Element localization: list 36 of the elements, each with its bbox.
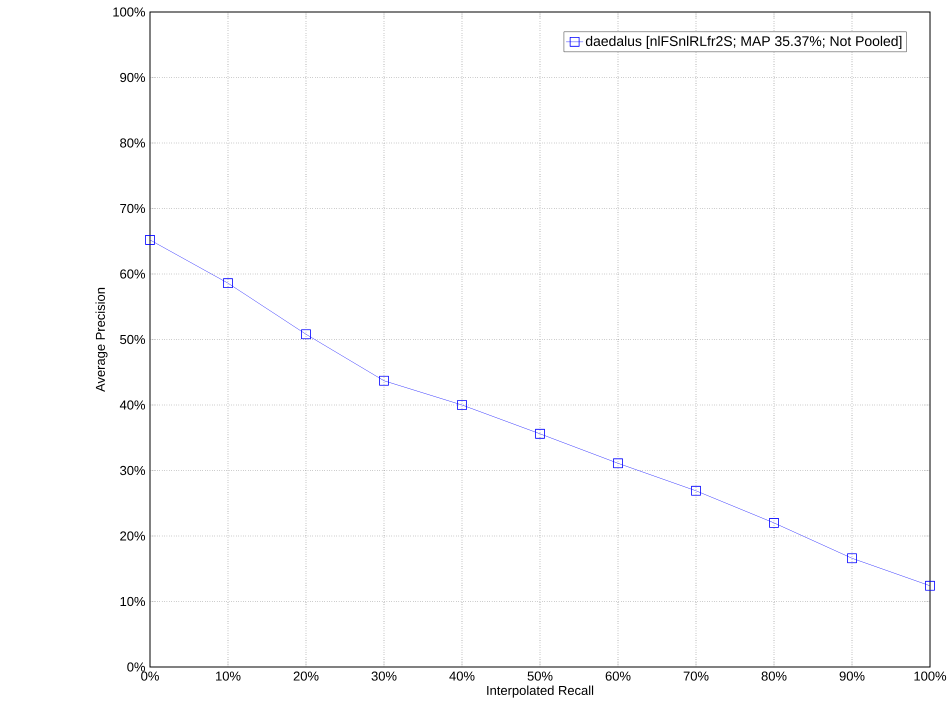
point [145,235,155,245]
x-tick-label: 100% [914,672,946,681]
point [379,376,389,386]
point [691,486,701,496]
x-tick-label: 70% [684,672,709,681]
x-tick-label: 90% [840,672,865,681]
x-tick-label: 0% [141,672,159,681]
point [925,580,935,591]
x-tick-label: 10% [216,672,241,681]
y-axis-title: Average Precision [95,288,108,392]
x-tick-label: 80% [762,672,787,681]
x-tick-label: 20% [294,672,319,681]
x-tick-label: 50% [528,672,553,681]
x-tick-label: 60% [606,672,631,681]
y-tick-label: 100% [113,7,146,17]
legend-label: daedalus [nlFSnlRLfr2S; MAP 35.37%; Not Pooled] [586,36,902,49]
y-tick-label: 30% [120,466,146,476]
y-tick-label: 0% [127,662,146,672]
point [847,553,857,564]
point [223,278,233,288]
y-tick-label: 70% [120,204,146,214]
point [769,518,779,528]
y-tick-label: 50% [120,334,146,344]
y-tick-label: 40% [120,400,146,410]
y-tick-label: 80% [120,138,146,148]
point [613,458,623,468]
x-axis-title: Interpolated Recall [487,686,594,698]
point [457,400,467,410]
y-tick-label: 20% [120,531,146,541]
point [535,428,545,439]
y-tick-label: 60% [120,269,146,279]
point [301,329,311,340]
y-tick-label: 90% [120,72,146,82]
y-tick-label: 10% [120,596,146,606]
x-tick-label: 40% [449,672,475,681]
x-tick-label: 30% [372,672,397,681]
